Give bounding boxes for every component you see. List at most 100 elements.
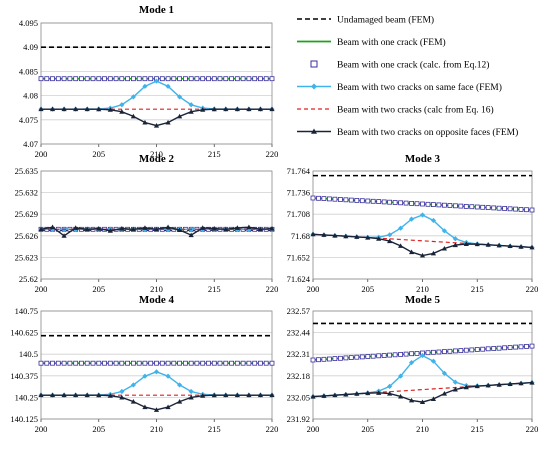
x-tick-label: 215 <box>208 424 221 434</box>
calc-square-marker <box>458 348 464 354</box>
triangle-marker <box>119 109 125 114</box>
calc-square-marker <box>452 348 458 354</box>
triangle-marker <box>507 381 513 387</box>
calc-square-marker <box>348 355 354 361</box>
calc-square-marker <box>430 202 436 208</box>
calc-square-marker <box>113 76 119 82</box>
triangle-marker <box>343 391 349 397</box>
y-tick-label: 4.09 <box>23 42 38 52</box>
triangle-marker <box>177 398 183 404</box>
calc-square-marker <box>148 360 154 366</box>
calc-square-marker <box>359 354 365 360</box>
calc-square-marker <box>154 360 159 366</box>
calc-square-marker <box>491 205 497 211</box>
calc-square-marker <box>376 353 382 359</box>
calc-square-marker <box>381 199 387 205</box>
calc-square-marker <box>211 360 217 366</box>
x-tick-label: 215 <box>208 284 221 294</box>
x-tick-label: 220 <box>266 149 279 159</box>
diamond-marker <box>398 373 404 379</box>
calc-square-marker <box>252 360 258 366</box>
diamond-marker <box>153 78 160 84</box>
triangle-marker <box>441 391 447 396</box>
triangle-marker <box>496 242 502 248</box>
calc-square-marker <box>398 351 404 357</box>
series-two-same-line <box>41 80 272 110</box>
x-tick-label: 215 <box>471 284 484 294</box>
calc-square-marker <box>310 357 316 363</box>
triangle-marker <box>474 241 480 247</box>
calc-square-marker <box>171 360 177 366</box>
legend-entry-two-calc: Beam with two cracks (calc from Eq. 16) <box>297 104 494 115</box>
x-tick-label: 210 <box>150 424 163 434</box>
legend-label: Beam with two cracks on opposite faces (… <box>337 127 518 138</box>
calc-square-marker <box>474 347 480 352</box>
calc-square-marker <box>463 203 469 209</box>
triangle-marker <box>496 382 502 387</box>
x-tick-label: 205 <box>361 424 374 434</box>
calc-square-marker <box>240 76 246 82</box>
calc-square-marker <box>107 360 113 366</box>
calc-square-marker <box>223 76 229 82</box>
triangle-marker <box>398 243 404 248</box>
calc-square-marker <box>326 196 332 202</box>
triangle-marker <box>408 249 415 255</box>
calc-square-marker <box>96 76 102 82</box>
y-tick-label: 232.05 <box>287 392 310 402</box>
triangle-marker <box>130 113 136 119</box>
calc-square-marker <box>480 204 486 210</box>
triangle-marker <box>107 228 113 233</box>
calc-square-marker <box>524 343 529 349</box>
calc-square-marker <box>513 344 518 350</box>
calc-square-marker <box>44 360 50 366</box>
calc-square-marker <box>354 197 360 203</box>
calc-square-marker <box>447 203 453 208</box>
triangle-marker <box>73 392 79 398</box>
calc-square-marker <box>240 360 246 366</box>
legend-label: Undamaged beam (FEM) <box>337 14 434 25</box>
calc-square-marker <box>125 76 130 82</box>
y-tick-label: 4.075 <box>19 115 38 125</box>
diamond-marker <box>153 369 160 375</box>
calc-square-marker <box>119 76 125 82</box>
chart-panel-mode-4: Mode 4 140.125 140.25 140.375 140.5 140.625 14… <box>10 294 278 434</box>
diamond-marker <box>419 212 426 218</box>
calc-square-marker <box>165 360 171 366</box>
calc-square-marker <box>376 199 382 205</box>
triangle-marker <box>223 226 229 232</box>
triangle-marker <box>269 226 275 231</box>
legend-label: Beam with one crack (calc. from Eq.12) <box>337 59 489 70</box>
y-tick-label: 231.92 <box>287 414 310 424</box>
calc-square-marker <box>463 347 469 353</box>
legend-entry-two-same-fem: Beam with two cracks on same face (FEM) <box>297 82 502 93</box>
calc-square-marker <box>90 360 96 366</box>
legend-swatch <box>310 60 318 68</box>
calc-square-marker <box>518 344 524 350</box>
series-two-opposite-markers <box>38 392 275 412</box>
calc-square-marker <box>50 360 55 366</box>
calc-square-marker <box>182 76 188 82</box>
triangle-marker <box>61 233 67 238</box>
triangle-marker <box>246 106 252 112</box>
y-tick-label: 140.25 <box>15 392 38 402</box>
y-tick-label: 71.764 <box>287 166 311 176</box>
calc-square-marker <box>354 354 360 360</box>
calc-square-marker <box>502 345 508 351</box>
y-tick-label: 140.75 <box>15 306 38 316</box>
calc-square-marker <box>79 76 84 82</box>
triangle-marker <box>200 107 206 112</box>
calc-square-marker <box>90 76 96 82</box>
triangle-marker <box>119 394 125 400</box>
calc-square-marker <box>381 353 387 358</box>
x-tick-label: 215 <box>208 149 221 159</box>
calc-square-marker <box>524 207 529 213</box>
chart-panel-mode-5: Mode 5 231.92 232.05 232.18 232.31 232.44 232.… <box>287 294 539 434</box>
triangle-marker <box>419 399 426 405</box>
calc-square-marker <box>67 76 73 82</box>
calc-square-marker <box>502 206 508 211</box>
y-tick-label: 232.31 <box>287 349 310 359</box>
calc-square-marker <box>257 76 263 82</box>
y-tick-label: 71.736 <box>287 188 310 198</box>
calc-square-marker <box>257 360 263 366</box>
calc-square-marker <box>485 346 491 352</box>
